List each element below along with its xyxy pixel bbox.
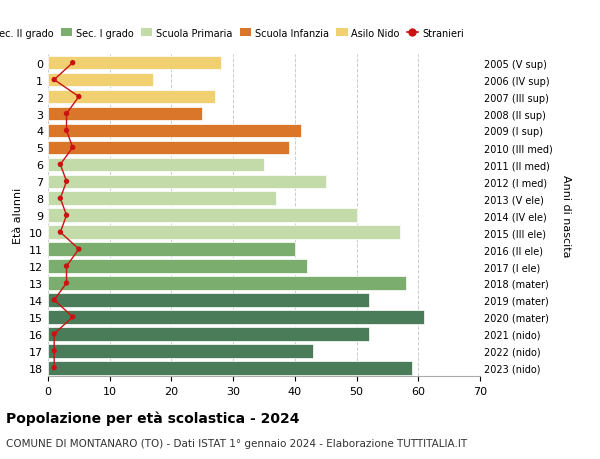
Point: [56, 195, 65, 202]
Bar: [48, 192, 277, 206]
Y-axis label: Età alunni: Età alunni: [13, 188, 23, 244]
Point: [62, 263, 71, 270]
Point: [49, 330, 59, 338]
Bar: [48, 57, 221, 70]
Point: [68, 145, 77, 152]
Point: [62, 178, 71, 185]
Bar: [48, 277, 406, 290]
Bar: [48, 74, 153, 87]
Point: [68, 313, 77, 321]
Bar: [48, 361, 412, 375]
Point: [74, 94, 83, 101]
Bar: [48, 158, 264, 172]
Bar: [48, 209, 356, 223]
Point: [62, 111, 71, 118]
Point: [49, 297, 59, 304]
Bar: [48, 260, 307, 273]
Point: [49, 77, 59, 84]
Point: [62, 280, 71, 287]
Point: [62, 212, 71, 219]
Bar: [48, 107, 202, 121]
Point: [49, 347, 59, 355]
Bar: [48, 90, 215, 104]
Bar: [48, 310, 424, 324]
Bar: [48, 293, 369, 307]
Point: [62, 128, 71, 135]
Bar: [48, 344, 313, 358]
Bar: [48, 175, 326, 189]
Bar: [48, 141, 289, 155]
Point: [74, 246, 83, 253]
Bar: [48, 124, 301, 138]
Y-axis label: Anni di nascita: Anni di nascita: [561, 174, 571, 257]
Point: [56, 161, 65, 168]
Text: COMUNE DI MONTANARO (TO) - Dati ISTAT 1° gennaio 2024 - Elaborazione TUTTITALIA.: COMUNE DI MONTANARO (TO) - Dati ISTAT 1°…: [6, 438, 467, 448]
Point: [49, 364, 59, 372]
Text: Popolazione per età scolastica - 2024: Popolazione per età scolastica - 2024: [6, 411, 299, 425]
Bar: [48, 226, 400, 240]
Bar: [48, 327, 369, 341]
Point: [56, 229, 65, 236]
Point: [68, 60, 77, 67]
Bar: [48, 243, 295, 256]
Legend: Sec. II grado, Sec. I grado, Scuola Primaria, Scuola Infanzia, Asilo Nido, Stran: Sec. II grado, Sec. I grado, Scuola Prim…: [0, 25, 468, 42]
